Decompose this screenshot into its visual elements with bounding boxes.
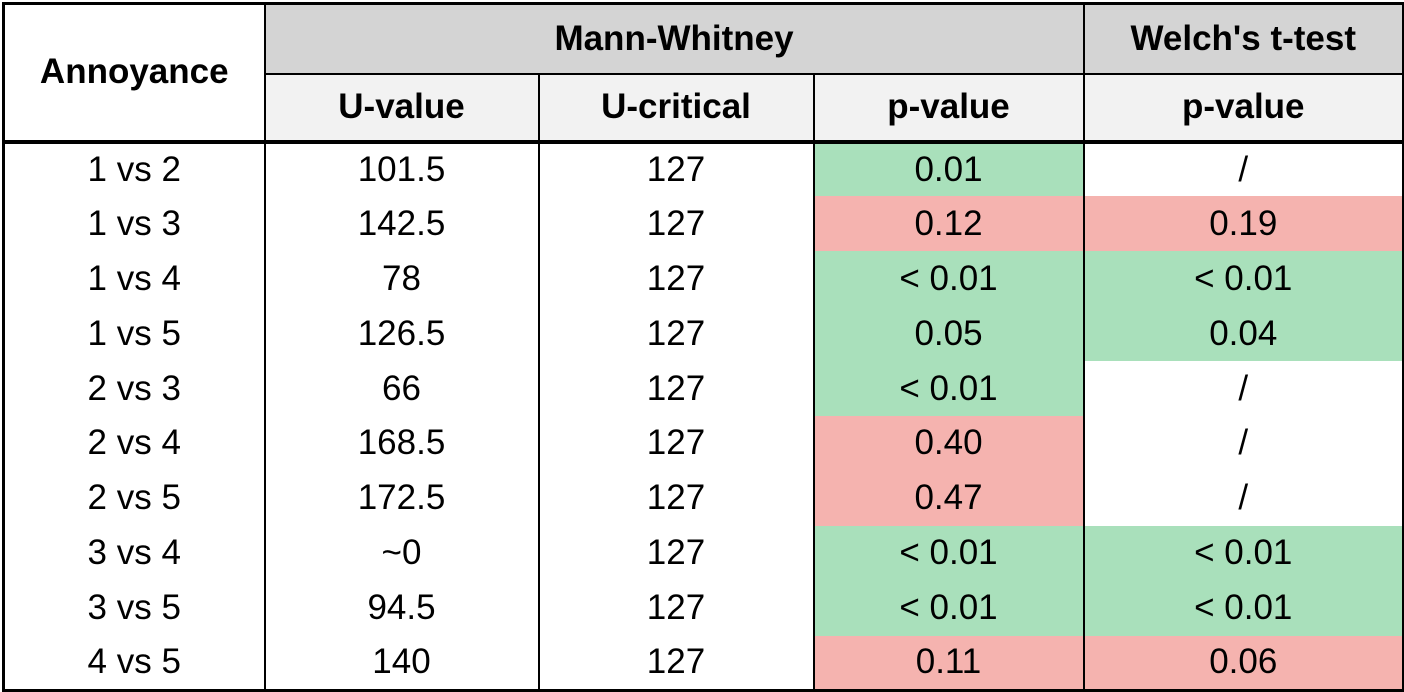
mw-p-value-cell: 0.12 bbox=[812, 196, 1085, 252]
group-header-row: Annoyance Mann-Whitney Welch's t-test bbox=[2, 3, 1404, 144]
mw-p-value-cell: 0.11 bbox=[812, 635, 1085, 691]
u-value-cell: 172.5 bbox=[263, 470, 540, 526]
table-row: 2 vs 3 66 127 < 0.01/ bbox=[2, 361, 1404, 416]
u-critical-cell: 127 bbox=[537, 470, 815, 526]
mw-p-value-header: p-value bbox=[812, 73, 1085, 144]
annoyance-cell: 1 vs 3 bbox=[2, 196, 266, 252]
u-value-cell: 140 bbox=[263, 635, 540, 691]
mw-p-value-cell: 0.40 bbox=[812, 415, 1085, 471]
table-row: 2 vs 5 172.5 127 0.47/ bbox=[2, 470, 1404, 526]
table-row: 3 vs 4 ~0 127 < 0.01 < 0.01 bbox=[2, 525, 1404, 581]
table-row: 1 vs 3 142.5 127 0.12 0.19 bbox=[2, 196, 1404, 252]
annoyance-cell: 1 vs 4 bbox=[2, 251, 266, 307]
table-body: 1 vs 2 101.5 127 0.01/1 vs 3 142.5 127 0.12 0.1… bbox=[2, 141, 1404, 691]
u-critical-cell: 127 bbox=[537, 415, 815, 471]
mw-p-value-cell: < 0.01 bbox=[812, 251, 1085, 307]
u-value-cell: 126.5 bbox=[263, 306, 540, 362]
u-critical-cell: 127 bbox=[537, 580, 815, 636]
welch-p-value-cell: < 0.01 bbox=[1082, 251, 1404, 307]
u-critical-cell: 127 bbox=[537, 525, 815, 581]
u-value-cell: 101.5 bbox=[263, 141, 540, 197]
welch-p-value-cell: / bbox=[1082, 141, 1404, 197]
u-critical-cell: 127 bbox=[537, 635, 815, 691]
annoyance-cell: 2 vs 3 bbox=[2, 361, 266, 416]
sub-header-row: U-value U-critical p-value p-value bbox=[4, 73, 1404, 144]
annoyance-cell: 2 vs 4 bbox=[2, 415, 266, 471]
u-value-cell: 66 bbox=[263, 361, 540, 416]
welch-p-value-cell: 0.04 bbox=[1082, 306, 1404, 362]
mw-p-value-cell: < 0.01 bbox=[812, 361, 1085, 416]
u-critical-cell: 127 bbox=[537, 361, 815, 416]
annoyance-cell: 3 vs 5 bbox=[2, 580, 266, 636]
mw-p-value-cell: < 0.01 bbox=[812, 525, 1085, 581]
mw-p-value-cell: 0.47 bbox=[812, 470, 1085, 526]
u-value-cell: 142.5 bbox=[263, 196, 540, 252]
welch-p-value-cell: / bbox=[1082, 361, 1404, 416]
welch-p-value-cell: 0.06 bbox=[1082, 635, 1404, 691]
table-row: 4 vs 5 140 127 0.11 0.06 bbox=[2, 635, 1404, 691]
annoyance-cell: 1 vs 2 bbox=[2, 141, 266, 197]
annoyance-cell: 1 vs 5 bbox=[2, 306, 266, 362]
welch-p-value-cell: / bbox=[1082, 470, 1404, 526]
u-value-cell: 94.5 bbox=[263, 580, 540, 636]
welch-p-value-cell: 0.19 bbox=[1082, 196, 1404, 252]
table-row: 3 vs 5 94.5 127 < 0.01 < 0.01 bbox=[2, 580, 1404, 636]
welch-p-value-cell: / bbox=[1082, 415, 1404, 471]
u-value-header: U-value bbox=[263, 73, 540, 144]
table-row: 2 vs 4 168.5 127 0.40/ bbox=[2, 415, 1404, 471]
table-row: 1 vs 5 126.5 127 0.05 0.04 bbox=[2, 306, 1404, 362]
welch-p-value-header: p-value bbox=[1082, 73, 1404, 144]
annoyance-cell: 2 vs 5 bbox=[2, 470, 266, 526]
annoyance-header: Annoyance bbox=[2, 3, 266, 144]
annoyance-cell: 4 vs 5 bbox=[2, 635, 266, 691]
u-value-cell: 78 bbox=[263, 251, 540, 307]
welch-t-test-group-header: Welch's t-test bbox=[1082, 3, 1404, 75]
annoyance-cell: 3 vs 4 bbox=[2, 525, 266, 581]
mw-p-value-cell: 0.05 bbox=[812, 306, 1085, 362]
u-critical-cell: 127 bbox=[537, 251, 815, 307]
u-critical-cell: 127 bbox=[537, 306, 815, 362]
u-value-cell: ~0 bbox=[263, 525, 540, 581]
u-critical-cell: 127 bbox=[537, 141, 815, 197]
table-header: Annoyance Mann-Whitney Welch's t-test U-… bbox=[2, 3, 1404, 144]
table-row: 1 vs 2 101.5 127 0.01/ bbox=[2, 141, 1404, 197]
u-critical-header: U-critical bbox=[537, 73, 815, 144]
mw-p-value-cell: 0.01 bbox=[812, 141, 1085, 197]
welch-p-value-cell: < 0.01 bbox=[1082, 525, 1404, 581]
mann-whitney-group-header: Mann-Whitney bbox=[263, 3, 1085, 75]
u-value-cell: 168.5 bbox=[263, 415, 540, 471]
table-row: 1 vs 4 78 127 < 0.01 < 0.01 bbox=[2, 251, 1404, 307]
welch-p-value-cell: < 0.01 bbox=[1082, 580, 1404, 636]
mw-p-value-cell: < 0.01 bbox=[812, 580, 1085, 636]
u-critical-cell: 127 bbox=[537, 196, 815, 252]
